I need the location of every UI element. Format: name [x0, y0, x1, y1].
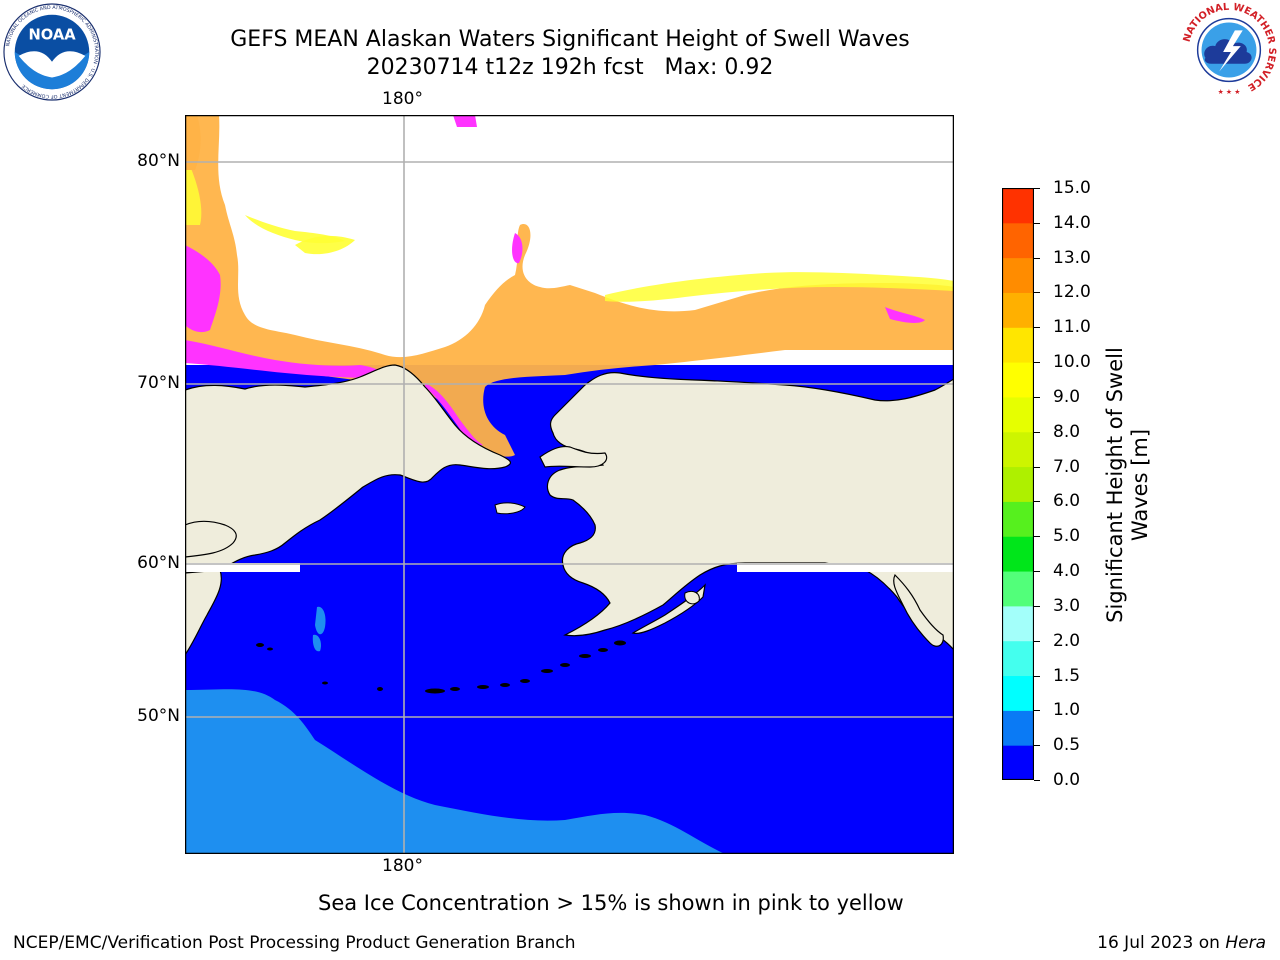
footer-date: 16 Jul 2023 on Hera — [1097, 933, 1266, 953]
colorbar-bin — [1002, 292, 1034, 328]
colorbar-tick-mark — [1034, 745, 1040, 747]
colorbar-tick-label: 12.0 — [1053, 282, 1091, 303]
colorbar-tick-label: 0.5 — [1053, 735, 1081, 756]
colorbar-bin — [1002, 327, 1034, 363]
colorbar-tick-label: 14.0 — [1053, 212, 1091, 233]
colorbar-bin — [1002, 466, 1034, 502]
colorbar-bin — [1002, 257, 1034, 293]
colorbar-tick-label: 4.0 — [1053, 561, 1081, 582]
latitude-label-50n: 50°N — [137, 706, 180, 726]
colorbar-bin — [1002, 536, 1034, 572]
colorbar-bin — [1002, 431, 1034, 468]
colorbar-tick-mark — [1034, 501, 1040, 503]
ocean-moderate-swell — [185, 689, 725, 854]
colorbar-tick-mark — [1034, 292, 1040, 294]
svg-text:★ ★ ★: ★ ★ ★ — [1218, 88, 1241, 96]
latitude-label-80n: 80°N — [137, 151, 180, 171]
colorbar-tick-mark — [1034, 362, 1040, 364]
colorbar-bin — [1002, 710, 1034, 746]
colorbar-title-text: Significant Height of Swell Waves [m] — [1103, 347, 1152, 623]
graticule — [185, 115, 954, 854]
svg-text:NOAA: NOAA — [28, 26, 76, 43]
title-line-1: GEFS MEAN Alaskan Waters Significant Hei… — [230, 27, 910, 52]
colorbar-bin — [1002, 745, 1034, 780]
latitude-label-60n: 60°N — [137, 553, 180, 573]
noaa-logo-icon: NOAA NATIONAL OCEANIC AND ATMOSPHERIC AD… — [3, 3, 101, 101]
colorbar-tick-label: 2.0 — [1053, 630, 1081, 651]
colorbar-tick-mark — [1034, 327, 1040, 329]
colorbar-tick-label: 1.0 — [1053, 700, 1081, 721]
colorbar-tick-label: 11.0 — [1053, 317, 1091, 338]
colorbar-tick-label: 10.0 — [1053, 352, 1091, 373]
colorbar-tick-label: 9.0 — [1053, 386, 1081, 407]
colorbar-tick-mark — [1034, 780, 1040, 781]
colorbar-bin — [1002, 640, 1034, 677]
sea-ice-note: Sea Ice Concentration > 15% is shown in … — [318, 891, 904, 915]
colorbar-title: Significant Height of Swell Waves [m] — [1103, 335, 1153, 635]
colorbar-tick-label: 1.5 — [1053, 665, 1081, 686]
colorbar-tick-label: 15.0 — [1053, 178, 1091, 198]
swell-height-map — [185, 115, 954, 854]
colorbar-tick-mark — [1034, 710, 1040, 712]
footer-branch: NCEP/EMC/Verification Post Processing Pr… — [13, 933, 576, 953]
colorbar-bin — [1002, 675, 1034, 711]
colorbar-tick-mark — [1034, 675, 1040, 677]
colorbar-tick-mark — [1034, 188, 1040, 189]
colorbar-bin — [1002, 571, 1034, 607]
colorbar-tick-label: 13.0 — [1053, 247, 1091, 268]
colorbar-tick-label: 5.0 — [1053, 526, 1081, 547]
colorbar-tick-label: 3.0 — [1053, 595, 1081, 616]
longitude-label-top: 180° — [382, 89, 423, 109]
title-line-2: 20230714 t12z 192h fcst Max: 0.92 — [366, 55, 774, 80]
colorbar-tick-mark — [1034, 431, 1040, 433]
colorbar-bin — [1002, 501, 1034, 537]
colorbar-tick-label: 6.0 — [1053, 491, 1081, 512]
colorbar-tick-mark — [1034, 640, 1040, 642]
aleutian-islands — [256, 640, 626, 694]
land-siberia — [185, 364, 512, 574]
latitude-label-70n: 70°N — [137, 373, 180, 393]
colorbar-tick-mark — [1034, 222, 1040, 224]
footer-host: Hera — [1225, 933, 1266, 953]
colorbar-tick-mark — [1034, 536, 1040, 538]
colorbar-tick-mark — [1034, 466, 1040, 468]
colorbar-bin — [1002, 222, 1034, 259]
longitude-label-bottom: 180° — [382, 856, 423, 876]
colorbar-bin — [1002, 396, 1034, 433]
colorbar — [1002, 188, 1034, 780]
colorbar-bin — [1002, 605, 1034, 642]
colorbar-tick-mark — [1034, 257, 1040, 259]
national-weather-service-logo-icon: NATIONAL WEATHER SERVICE ★ ★ ★ — [1180, 2, 1277, 99]
colorbar-tick-label: 0.0 — [1053, 770, 1081, 790]
colorbar-tick-mark — [1034, 571, 1040, 573]
colorbar-bin — [1002, 362, 1034, 398]
colorbar-tick-mark — [1034, 605, 1040, 607]
colorbar-tick-label: 7.0 — [1053, 456, 1081, 477]
colorbar-bin — [1002, 188, 1034, 224]
colorbar-tick-mark — [1034, 396, 1040, 398]
footer-date-text: 16 Jul 2023 on — [1097, 933, 1226, 953]
colorbar-tick-label: 8.0 — [1053, 421, 1081, 442]
land-alaska — [546, 372, 954, 651]
